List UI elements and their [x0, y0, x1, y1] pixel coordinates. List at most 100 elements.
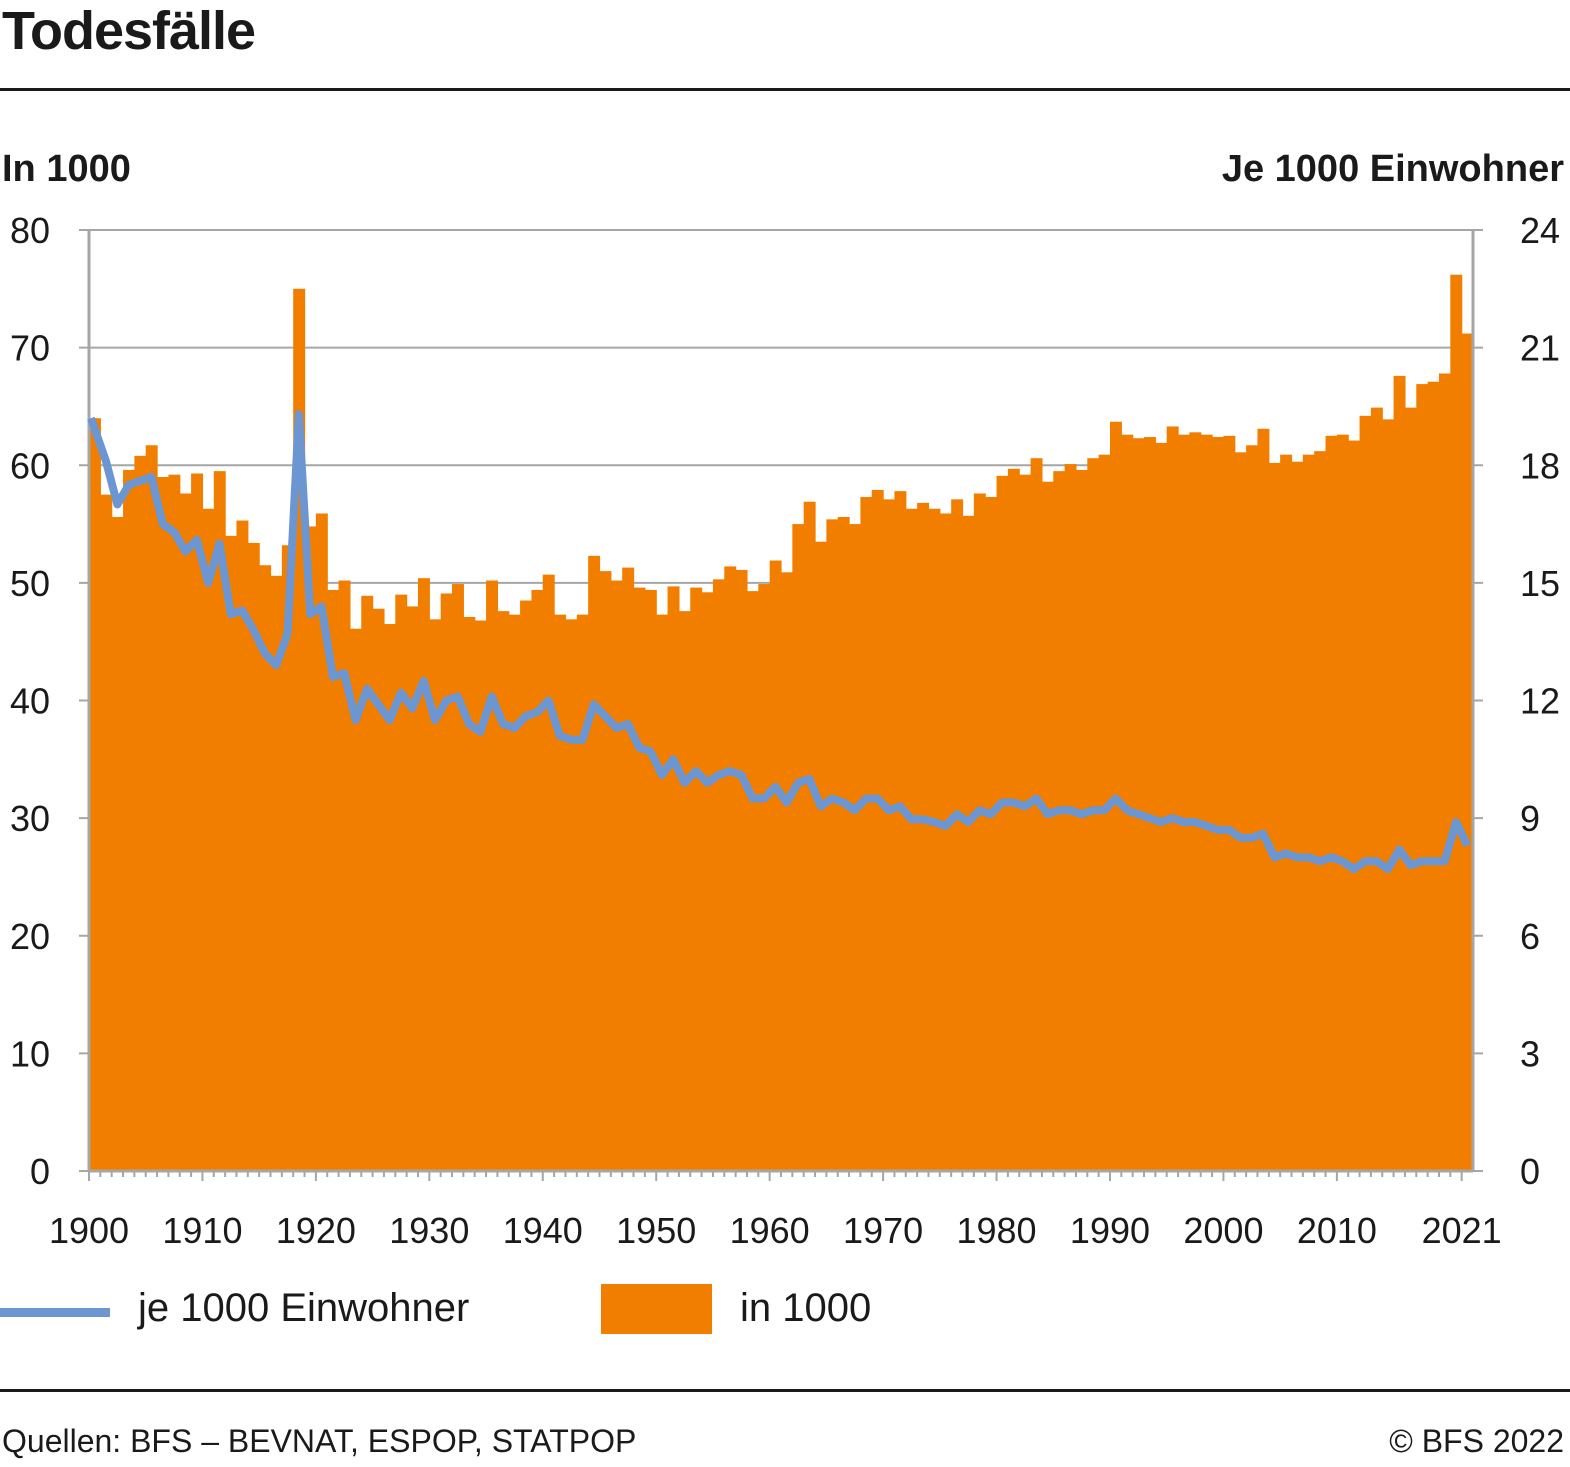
- y-left-tick-label: 30: [10, 798, 50, 839]
- bar: [417, 578, 430, 1171]
- bar: [678, 611, 691, 1171]
- bar: [1041, 481, 1054, 1171]
- bar: [1178, 434, 1190, 1172]
- bar: [1450, 274, 1463, 1171]
- bar: [157, 477, 170, 1171]
- bar: [712, 579, 725, 1171]
- bar: [293, 288, 306, 1171]
- bar: [89, 418, 101, 1171]
- bar: [1075, 469, 1088, 1172]
- y-left-tick-label: 10: [10, 1033, 50, 1074]
- y-right-tick-label: 9: [1520, 798, 1540, 839]
- bar: [1280, 454, 1293, 1171]
- bar: [962, 515, 975, 1171]
- bar: [996, 475, 1009, 1171]
- bar: [100, 494, 113, 1171]
- bar: [259, 565, 272, 1171]
- x-tick-label: 1980: [956, 1210, 1036, 1251]
- bar: [179, 493, 192, 1172]
- bar: [939, 513, 952, 1171]
- bar: [1212, 437, 1225, 1171]
- y-right-tick-label: 0: [1520, 1151, 1540, 1192]
- bar: [599, 571, 612, 1171]
- bar: [1393, 375, 1406, 1172]
- x-tick-label: 1950: [616, 1210, 696, 1251]
- bar: [270, 575, 283, 1171]
- series-line: [87, 410, 1471, 874]
- bar: [928, 508, 941, 1171]
- bar: [508, 614, 521, 1171]
- bar: [1302, 454, 1315, 1171]
- x-tick-label: 1930: [389, 1210, 469, 1251]
- bar: [1121, 434, 1134, 1172]
- bar: [1404, 407, 1417, 1171]
- bar: [871, 489, 884, 1171]
- bar: [440, 593, 453, 1171]
- bar: [667, 586, 680, 1171]
- bar: [463, 616, 476, 1171]
- bar: [1348, 440, 1361, 1172]
- bar: [724, 566, 737, 1171]
- legend-label-bars: in 1000: [740, 1286, 872, 1330]
- bar: [383, 624, 396, 1171]
- bar: [1200, 434, 1213, 1172]
- y-right-tick-label: 24: [1520, 210, 1560, 251]
- bar: [349, 628, 362, 1171]
- bar: [985, 497, 998, 1171]
- bar: [1132, 438, 1145, 1171]
- bar: [905, 508, 918, 1171]
- x-tick-label: 2010: [1297, 1210, 1377, 1251]
- bar: [372, 608, 385, 1171]
- legend-line-swatch: [0, 1308, 110, 1317]
- right-axis-title: Je 1000 Einwohner: [1221, 148, 1564, 190]
- bar: [633, 587, 646, 1171]
- left-axis-title: In 1000: [2, 148, 131, 190]
- bar: [406, 606, 419, 1171]
- y-right-tick-label: 3: [1520, 1033, 1540, 1074]
- bar: [1223, 435, 1236, 1171]
- source-note: Quellen: BFS – BEVNAT, ESPOP, STATPOP: [2, 1423, 637, 1459]
- bar: [690, 587, 703, 1171]
- bar: [1336, 434, 1349, 1172]
- bar: [123, 469, 135, 1172]
- bar: [565, 619, 578, 1171]
- y-left-tick-label: 60: [10, 445, 50, 486]
- bar: [883, 499, 896, 1172]
- bar: [656, 614, 669, 1171]
- bar: [1189, 432, 1202, 1171]
- bar: [361, 595, 374, 1171]
- bar: [769, 560, 782, 1171]
- bar: [735, 569, 748, 1171]
- bar: [815, 541, 827, 1171]
- bar: [951, 499, 964, 1172]
- bar: [1155, 442, 1168, 1171]
- x-tick-label: 2000: [1183, 1210, 1263, 1251]
- y-left-tick-label: 80: [10, 210, 50, 251]
- bar: [1416, 384, 1429, 1171]
- x-tick-label: 2021: [1422, 1210, 1502, 1251]
- bar: [1064, 464, 1077, 1172]
- bar: [622, 567, 635, 1171]
- bar: [327, 589, 340, 1171]
- bar: [1053, 471, 1066, 1172]
- bar: [826, 519, 839, 1171]
- legend-bar-swatch: [601, 1284, 712, 1334]
- bar: [1438, 373, 1451, 1171]
- bar: [213, 471, 226, 1172]
- copyright-note: © BFS 2022: [1389, 1423, 1564, 1459]
- y-left-tick-label: 0: [30, 1151, 50, 1192]
- bar: [474, 620, 487, 1171]
- bar: [304, 526, 317, 1171]
- bar: [1144, 437, 1156, 1171]
- bar: [1427, 381, 1440, 1172]
- bar: [1166, 426, 1179, 1172]
- bar: [202, 508, 215, 1171]
- bar: [1030, 458, 1043, 1171]
- legend-label-line: je 1000 Einwohner: [138, 1286, 470, 1330]
- bar: [894, 491, 907, 1171]
- x-tick-label: 1990: [1070, 1210, 1150, 1251]
- y-right-tick-label: 15: [1520, 563, 1560, 604]
- bar: [588, 555, 601, 1171]
- bar: [1325, 435, 1338, 1171]
- bar: [315, 513, 328, 1171]
